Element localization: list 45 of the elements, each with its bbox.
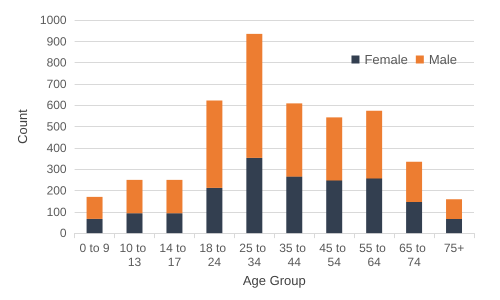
bar <box>166 180 182 214</box>
y-tick-label: 400 <box>46 140 67 155</box>
bar <box>326 117 342 180</box>
bar <box>126 213 142 234</box>
bar <box>366 110 382 179</box>
bar <box>446 219 462 234</box>
bar <box>286 103 302 177</box>
y-tick-label: 100 <box>46 204 67 219</box>
y-tick-label: 600 <box>46 98 67 112</box>
x-tick-label: 45 to 54 <box>319 241 350 270</box>
x-tick-label: 18 to 24 <box>199 241 230 270</box>
y-tick-label: 300 <box>46 162 67 176</box>
bar <box>126 180 142 214</box>
bar <box>166 213 182 234</box>
y-tick-label: 500 <box>46 120 67 134</box>
y-axis-title: Count <box>15 108 30 144</box>
y-tick-label: 0 <box>60 226 67 240</box>
bar <box>406 202 422 234</box>
x-tick-label: 14 to 17 <box>159 241 190 270</box>
bar <box>86 218 103 234</box>
bar <box>86 196 103 219</box>
x-axis-title: Age Group <box>242 273 306 288</box>
x-tick-label: 25 to 34 <box>239 241 270 270</box>
bar <box>286 176 302 234</box>
legend-label: Male <box>428 52 458 67</box>
bar <box>246 34 262 158</box>
y-tick-label: 1000 <box>40 13 67 27</box>
x-tick-label: 55 to 64 <box>359 241 390 270</box>
y-tick-label: 700 <box>46 76 67 91</box>
bar <box>446 199 462 220</box>
bar <box>206 100 222 188</box>
bar <box>206 188 222 234</box>
x-tick-label: 35 to 44 <box>279 241 310 270</box>
y-tick-label: 200 <box>46 183 67 198</box>
legend-label: Female <box>364 52 408 67</box>
x-tick-label: 75+ <box>444 241 464 256</box>
bar <box>326 180 342 234</box>
y-tick-label: 800 <box>46 56 67 70</box>
y-tick-label: 900 <box>46 34 67 48</box>
x-tick-label: 65 to 74 <box>399 241 430 270</box>
bar <box>406 162 422 202</box>
x-tick-label: 10 to 13 <box>119 241 150 270</box>
x-tick-label: 0 to 9 <box>80 241 110 256</box>
bar <box>366 178 382 234</box>
bar <box>246 158 262 234</box>
